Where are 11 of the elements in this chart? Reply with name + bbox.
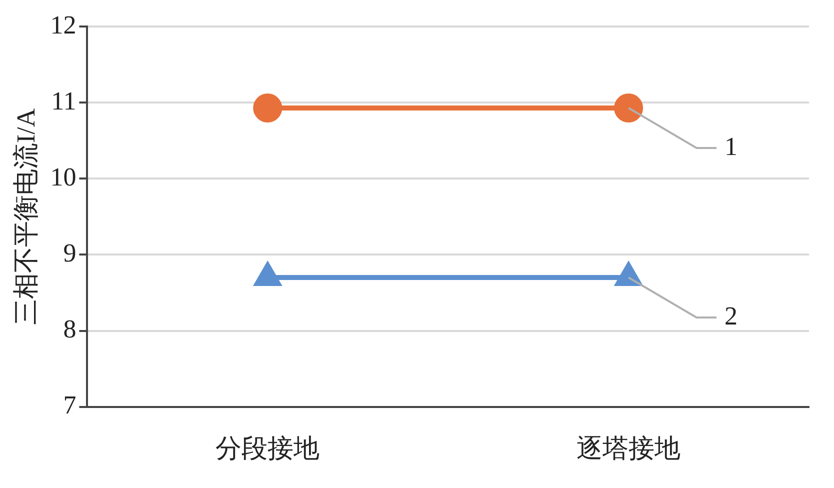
x-tick-label: 逐塔接地 — [576, 434, 681, 464]
y-tick-label: 9 — [63, 238, 76, 268]
text: 1 — [724, 132, 738, 161]
y-axis-title: 三相不平衡电流I/A — [11, 108, 40, 326]
text: 2 — [724, 301, 738, 330]
y-tick-label: 7 — [63, 390, 76, 420]
y-tick-label: 10 — [50, 162, 76, 192]
y-tick-label: 8 — [63, 314, 76, 344]
x-tick-label: 分段接地 — [216, 434, 320, 464]
y-tick-label: 12 — [50, 10, 76, 40]
y-tick-label: 11 — [51, 86, 76, 116]
